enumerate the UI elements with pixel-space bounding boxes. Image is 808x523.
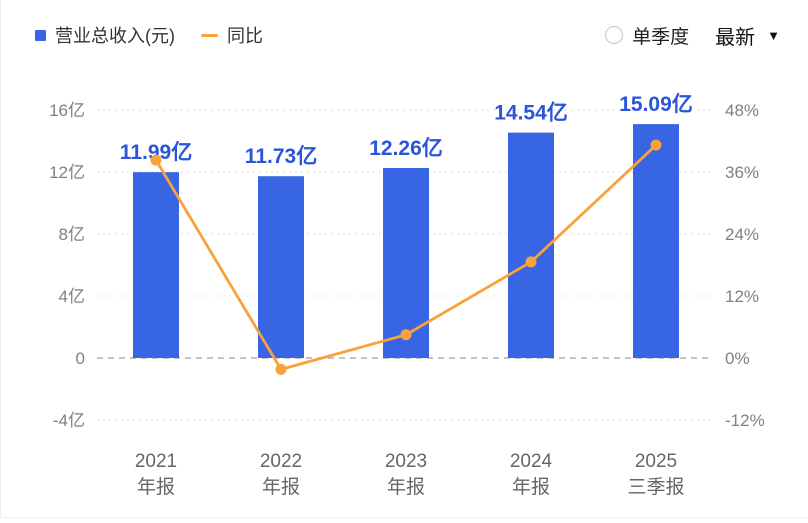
yoy-line-point[interactable] (650, 139, 662, 151)
yoy-line-point[interactable] (275, 363, 287, 375)
left-axis-tick: 4亿 (59, 287, 85, 306)
right-axis-tick: -12% (725, 411, 765, 430)
bar-value-label: 15.09亿 (619, 92, 693, 116)
yoy-swatch-icon (201, 33, 218, 37)
yoy-line-point[interactable] (400, 329, 412, 341)
left-axis-tick: 16亿 (49, 101, 85, 120)
right-axis-tick: 0% (725, 349, 750, 368)
legend: 营业总收入(元) 同比 (35, 22, 263, 48)
category-label-year: 2024 (510, 451, 553, 472)
right-axis-tick: 24% (725, 225, 759, 244)
bar-value-label: 12.26亿 (369, 136, 443, 160)
legend-item-yoy[interactable]: 同比 (201, 22, 263, 48)
revenue-swatch-icon (35, 29, 46, 41)
left-axis-tick: 8亿 (59, 225, 85, 244)
category-label-year: 2025 (635, 451, 677, 472)
right-axis-tick: 12% (725, 287, 759, 306)
single-quarter-toggle[interactable]: 单季度 (605, 22, 689, 49)
legend-revenue-label: 营业总收入(元) (55, 26, 175, 46)
bar-value-label: 14.54亿 (494, 101, 568, 125)
revenue-bar[interactable] (258, 176, 304, 358)
revenue-bar[interactable] (633, 124, 679, 358)
revenue-yoy-chart: 16亿 48%12亿 36%8亿 24%4亿 12%0 0%-4亿 -12%11.99亿 11… (49, 92, 765, 498)
left-axis-tick: 0 (76, 349, 85, 368)
category-label-period: 年报 (262, 476, 300, 498)
category-label-period: 年报 (387, 476, 425, 498)
left-axis-tick: -4亿 (53, 411, 85, 430)
right-axis-tick: 48% (725, 101, 759, 120)
single-quarter-label: 单季度 (632, 26, 690, 48)
category-label-period: 年报 (137, 476, 175, 498)
category-label-year: 2022 (260, 451, 302, 472)
revenue-bar[interactable] (508, 132, 554, 358)
chart-header: 营业总收入(元) 同比 单季度 最新 ▼ (1, 0, 808, 70)
category-label-period: 年报 (512, 476, 550, 498)
category-label-year: 2021 (135, 451, 177, 472)
period-dropdown-value: 最新 (715, 26, 756, 49)
left-axis-tick: 12亿 (49, 163, 85, 182)
revenue-bar[interactable] (133, 172, 179, 358)
category-label-period: 三季报 (627, 476, 684, 498)
radio-circle-icon[interactable] (605, 26, 624, 44)
right-axis-tick: 36% (725, 163, 759, 182)
category-label-year: 2023 (385, 451, 427, 472)
chevron-down-icon: ▼ (767, 27, 780, 43)
legend-yoy-label: 同比 (227, 26, 263, 46)
period-dropdown[interactable]: 最新 ▼ (715, 21, 780, 50)
yoy-line-point[interactable] (525, 256, 537, 268)
legend-item-revenue[interactable]: 营业总收入(元) (35, 22, 175, 48)
yoy-line-point[interactable] (150, 154, 162, 166)
bar-value-label: 11.73亿 (245, 144, 317, 168)
chart-controls: 单季度 最新 ▼ (605, 21, 780, 50)
